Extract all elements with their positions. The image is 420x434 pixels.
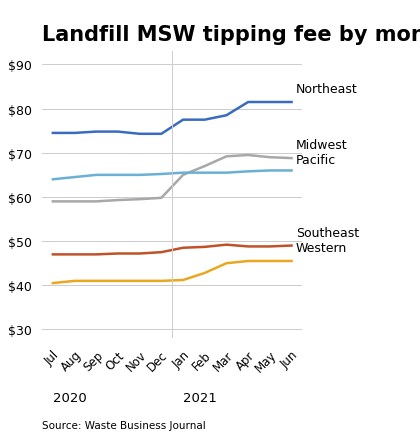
Text: Western: Western: [296, 242, 347, 255]
Text: Southeast: Southeast: [296, 227, 359, 240]
Text: 2021: 2021: [183, 391, 217, 404]
Text: Midwest: Midwest: [296, 139, 347, 152]
Text: Source: Waste Business Journal: Source: Waste Business Journal: [42, 420, 206, 430]
Text: Pacific: Pacific: [296, 154, 336, 167]
Text: Northeast: Northeast: [296, 83, 358, 96]
Text: 2020: 2020: [53, 391, 87, 404]
Text: Landfill MSW tipping fee by month (dollars/ton): Landfill MSW tipping fee by month (dolla…: [42, 25, 420, 45]
